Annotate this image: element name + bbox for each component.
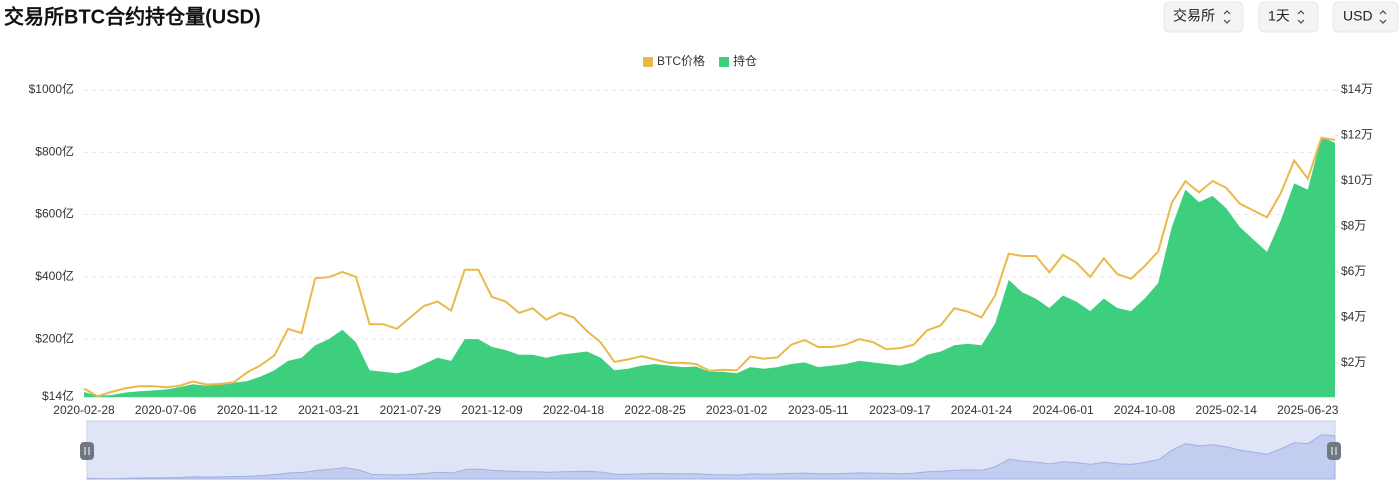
button-bg	[1163, 1, 1244, 33]
chevron	[1297, 10, 1305, 24]
legend-swatch	[719, 57, 730, 67]
x-tick-label: 2021-03-21	[298, 403, 360, 417]
y2-tick-label: $8万	[1341, 219, 1366, 233]
x-tick-label: 2021-12-09	[461, 403, 523, 417]
legend-swatch	[643, 57, 653, 67]
chevron	[1379, 10, 1387, 24]
button-bg	[1258, 1, 1319, 33]
exchange-select[interactable]: 交易所	[1163, 1, 1244, 33]
y-tick-label: $14亿	[42, 388, 74, 403]
y-tick-label: $1000亿	[29, 81, 74, 96]
x-tick-label: 2020-11-12	[217, 403, 278, 417]
legend-label: 持仓	[733, 53, 757, 68]
navigator-handle[interactable]	[1327, 442, 1341, 460]
y2-tick-label: $14万	[1341, 82, 1373, 96]
button-label: 交易所	[1173, 8, 1215, 24]
price-line	[83, 136, 1336, 398]
x-tick-label: 2022-04-18	[543, 403, 605, 417]
y2-tick-label: $4万	[1341, 310, 1366, 324]
x-tick-label: 2020-02-28	[53, 403, 115, 417]
x-tick-label: 2023-05-11	[788, 403, 849, 417]
page-title: 交易所BTC合约持仓量(USD)	[4, 4, 261, 28]
navigator-area	[86, 434, 1336, 480]
x-tick-label: 2021-07-29	[380, 403, 442, 417]
button-bg	[1332, 1, 1399, 33]
x-tick-label: 2023-01-02	[706, 403, 768, 417]
x-tick-label: 2025-06-23	[1277, 403, 1339, 417]
x-tick-label: 2022-08-25	[624, 403, 686, 417]
y-tick-label: $200亿	[35, 330, 74, 345]
currency-select[interactable]: USD	[1332, 1, 1399, 33]
x-tick-label: 2020-07-06	[135, 403, 197, 417]
interval-select[interactable]: 1天	[1258, 1, 1319, 33]
handle-grip	[84, 447, 90, 455]
y2-tick-label: $2万	[1341, 355, 1366, 369]
x-tick-label: 2024-10-08	[1114, 403, 1176, 417]
x-tick-label: 2024-06-01	[1032, 403, 1094, 417]
y2-tick-label: $10万	[1341, 173, 1373, 187]
y-tick-label: $800亿	[35, 143, 74, 158]
chevron	[1223, 10, 1231, 24]
x-tick-label: 2024-01-24	[951, 403, 1013, 417]
x-tick-label: 2025-02-14	[1196, 403, 1258, 417]
y2-tick-label: $12万	[1341, 128, 1373, 142]
navigator-handle[interactable]	[80, 442, 94, 460]
handle-grip	[1331, 447, 1337, 455]
y2-tick-label: $6万	[1341, 264, 1366, 278]
button-label: USD	[1343, 8, 1373, 24]
button-label: 1天	[1268, 8, 1290, 24]
x-tick-label: 2023-09-17	[869, 403, 931, 417]
open-interest-area	[84, 136, 1335, 397]
y-tick-label: $600亿	[35, 206, 74, 221]
y-tick-label: $400亿	[35, 268, 74, 283]
legend-label: BTC价格	[657, 53, 705, 68]
